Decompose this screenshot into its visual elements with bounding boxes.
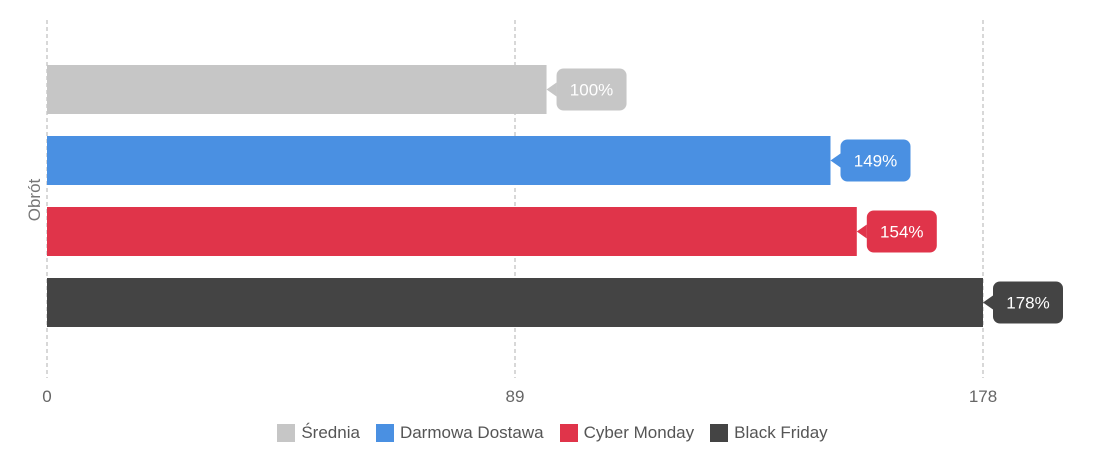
legend-swatch <box>710 424 729 442</box>
y-axis-label: Obrót <box>25 178 44 221</box>
data-label: 100% <box>570 81 613 100</box>
bar[interactable] <box>47 65 547 114</box>
legend-item[interactable]: Cyber Monday <box>559 423 695 443</box>
data-label-box <box>556 68 627 111</box>
legend-item[interactable]: Średnia <box>277 423 360 443</box>
legend-item[interactable]: Darmowa Dostawa <box>375 423 544 443</box>
bar[interactable] <box>47 136 831 185</box>
legend-item[interactable]: Black Friday <box>710 423 828 443</box>
data-label: 178% <box>1006 294 1049 313</box>
legend-swatch <box>277 424 296 442</box>
legend-swatch <box>375 424 394 442</box>
legend-label: Darmowa Dostawa <box>399 423 544 442</box>
data-label-box <box>840 139 911 182</box>
data-label-pointer <box>546 82 557 97</box>
data-label-box <box>993 281 1063 324</box>
data-label: 149% <box>854 152 897 171</box>
legend-label: Cyber Monday <box>583 423 695 442</box>
x-tick-label: 0 <box>42 387 51 406</box>
legend-label: Średnia <box>301 423 360 442</box>
legend: Średnia Darmowa Dostawa Cyber Monday Bla… <box>0 423 1105 443</box>
legend-label: Black Friday <box>734 423 828 442</box>
data-label-box <box>866 210 937 253</box>
data-label: 154% <box>880 223 923 242</box>
x-tick-label: 178 <box>969 387 997 406</box>
data-label-pointer <box>983 295 993 310</box>
bar[interactable] <box>47 278 983 327</box>
legend-swatch <box>559 424 578 442</box>
bar[interactable] <box>47 207 857 256</box>
chart-plot: 100% 149% 154% 178% 0 89 178 Obrót <box>25 20 1063 406</box>
x-tick-label: 89 <box>506 387 525 406</box>
data-label-pointer <box>830 153 841 168</box>
data-label-pointer <box>856 224 867 239</box>
